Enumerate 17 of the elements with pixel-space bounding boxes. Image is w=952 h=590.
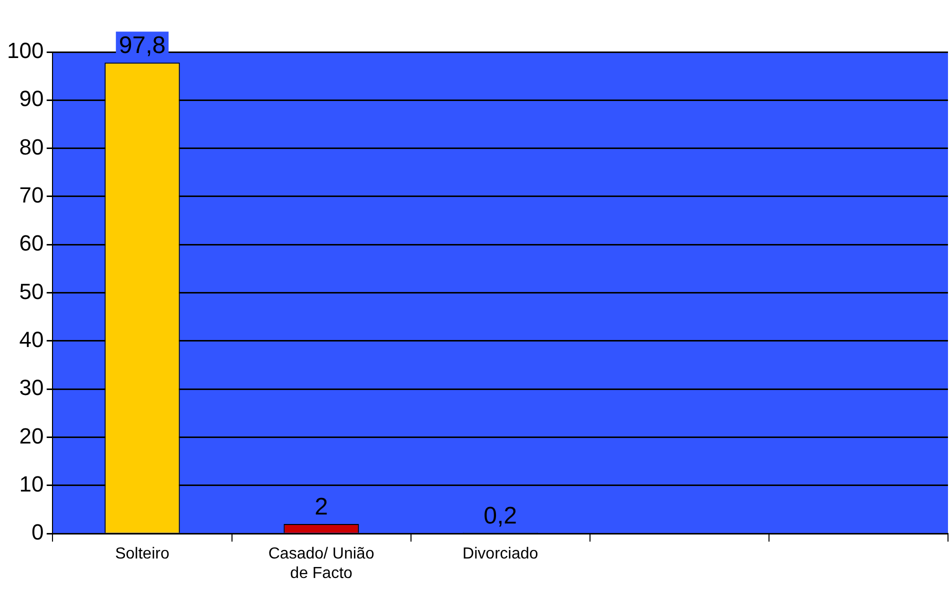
y-tick-label: 70	[19, 182, 44, 208]
data-label: 2	[314, 494, 328, 521]
data-label: 0,2	[484, 502, 518, 530]
x-tick-label: Divorciado	[462, 546, 538, 563]
y-tick-label: 10	[19, 472, 44, 497]
x-tick-label: Solteiro	[115, 546, 170, 563]
data-label: 97,8	[118, 32, 166, 60]
y-tick-label: 20	[19, 423, 44, 448]
y-tick-label: 40	[19, 327, 44, 352]
y-tick-label: 30	[19, 375, 44, 400]
x-tick-label: Casado/ União de Facto	[268, 546, 374, 582]
y-tick-label: 50	[19, 278, 44, 304]
y-tick-label: 100	[6, 38, 44, 64]
y-tick-label: 80	[19, 134, 44, 160]
y-tick-label: 60	[19, 230, 44, 256]
y-tick-label: 0	[31, 520, 44, 545]
y-tick-label: 90	[19, 86, 44, 112]
